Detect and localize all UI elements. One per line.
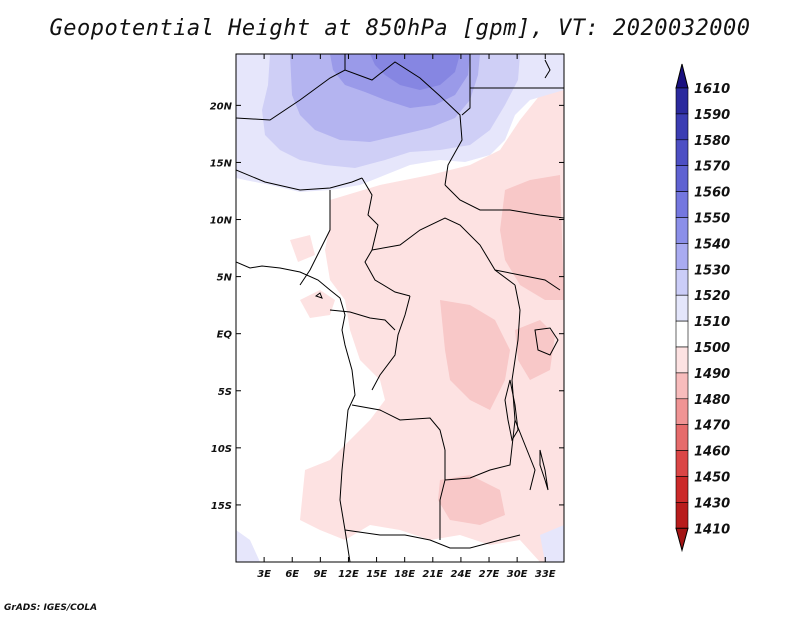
height-region-1490-south [438, 475, 505, 525]
height-region-1500-patch [290, 235, 315, 262]
border-gabon [329, 309, 396, 331]
colorbar-swatch [675, 217, 689, 244]
coastline-west [236, 261, 356, 562]
lat-tick-label: 5S [218, 387, 232, 398]
border-sudan [444, 184, 564, 219]
border-angola-south [344, 529, 521, 549]
lon-tick-label: 24E [451, 569, 472, 580]
colorbar-swatch [675, 139, 689, 167]
colorbar-swatch [675, 398, 689, 425]
border-zambia [444, 419, 516, 481]
height-region-1520-se [540, 525, 564, 562]
colorbar-swatch [675, 502, 689, 529]
colorbar-swatch [675, 165, 689, 192]
border-north-1 [236, 61, 463, 186]
lat-axis: 20N 15N 10N 5N EQ 5S 10S 15S [210, 101, 564, 512]
country-borders [236, 54, 564, 562]
lat-tick-label: EQ [217, 330, 233, 341]
height-region-1560 [370, 54, 460, 90]
height-region-1500 [300, 90, 564, 562]
border-north-3 [461, 54, 471, 116]
colorbar-swatch [675, 372, 689, 400]
colorbar-swatch [675, 476, 689, 503]
plot-frame [235, 53, 565, 563]
colorbar-label: 1450 [694, 471, 730, 486]
height-region-1490-east [500, 175, 564, 300]
colorbar-label: 1510 [694, 315, 730, 330]
colorbar-label: 1580 [694, 134, 730, 149]
colorbar-label: 1590 [694, 108, 730, 123]
lon-tick-label: 27E [479, 569, 500, 580]
chart-title: Geopotential Height at 850hPa [gpm], VT:… [49, 16, 751, 41]
colorbar-swatch [675, 424, 689, 451]
height-field [236, 54, 564, 562]
colorbar-label: 1480 [694, 393, 730, 408]
lon-tick-label: 21E [422, 569, 443, 580]
colorbar-swatch [675, 113, 689, 141]
border-east-edge [544, 59, 551, 79]
lake-malawi [539, 449, 549, 491]
colorbar-label: 1540 [694, 237, 730, 252]
border-car [371, 217, 516, 286]
lat-tick-label: 15N [210, 158, 233, 169]
lon-tick-label: 3E [257, 569, 271, 580]
height-region-1500-west [300, 290, 335, 318]
lake-victoria [534, 327, 559, 356]
lon-tick-label: 12E [338, 569, 359, 580]
lon-tick-label: 18E [394, 569, 415, 580]
colorbar-label: 1550 [694, 212, 730, 227]
lon-tick-label: 9E [313, 569, 327, 580]
colorbar-label: 1460 [694, 445, 730, 460]
lon-tick-label: 15E [366, 569, 387, 580]
lat-tick-label: 15S [211, 501, 232, 512]
border-south-sudan [494, 269, 561, 291]
colorbar-swatch [675, 450, 689, 477]
height-region-1490-central [440, 300, 510, 410]
colorbar-swatch [675, 268, 689, 296]
colorbar-label: 1560 [694, 186, 730, 201]
colorbar-swatch [675, 243, 689, 270]
island-bioko [314, 292, 323, 299]
border-congo-drc [371, 295, 411, 391]
colorbar-bottom-arrow [675, 527, 689, 553]
colorbar-swatch [675, 87, 689, 115]
lat-tick-label: 10N [210, 216, 233, 227]
lon-tick-label: 30E [507, 569, 528, 580]
colorbar-label: 1520 [694, 289, 730, 304]
footer-credit: GrADS: IGES/COLA [4, 603, 98, 613]
colorbar-swatch [675, 320, 689, 348]
lake-tanganyika [504, 379, 519, 442]
colorbar: 1610 1590 1580 1570 1560 1550 1540 1530 1520 1510… [675, 63, 730, 553]
lon-axis: 3E 6E 9E 12E 15E 18E 21E 24E 27E 30E 33E [257, 54, 556, 580]
colorbar-label: 1500 [694, 341, 730, 356]
border-angola-east [439, 450, 446, 540]
lon-tick-label: 6E [285, 569, 299, 580]
lat-tick-label: 20N [210, 101, 233, 112]
colorbar-label: 1410 [694, 522, 730, 537]
colorbar-label: 1530 [694, 263, 730, 278]
lon-tick-label: 33E [535, 569, 556, 580]
colorbar-swatch [675, 294, 689, 322]
colorbar-label: 1610 [694, 82, 730, 97]
colorbar-label: 1430 [694, 496, 730, 511]
colorbar-swatch [675, 346, 689, 374]
height-region-1490-lake [515, 320, 555, 380]
colorbar-label: 1470 [694, 419, 730, 434]
lat-tick-label: 10S [211, 444, 232, 455]
height-region-1520-sw [236, 530, 260, 562]
colorbar-label: 1570 [694, 160, 730, 175]
colorbar-swatch [675, 191, 689, 218]
colorbar-top-arrow [675, 63, 689, 89]
border-angola-north [351, 404, 446, 451]
colorbar-label: 1490 [694, 367, 730, 382]
border-nigeria-cameroon [299, 190, 331, 286]
border-niger-nigeria [236, 169, 363, 191]
lat-tick-label: 5N [217, 273, 233, 284]
